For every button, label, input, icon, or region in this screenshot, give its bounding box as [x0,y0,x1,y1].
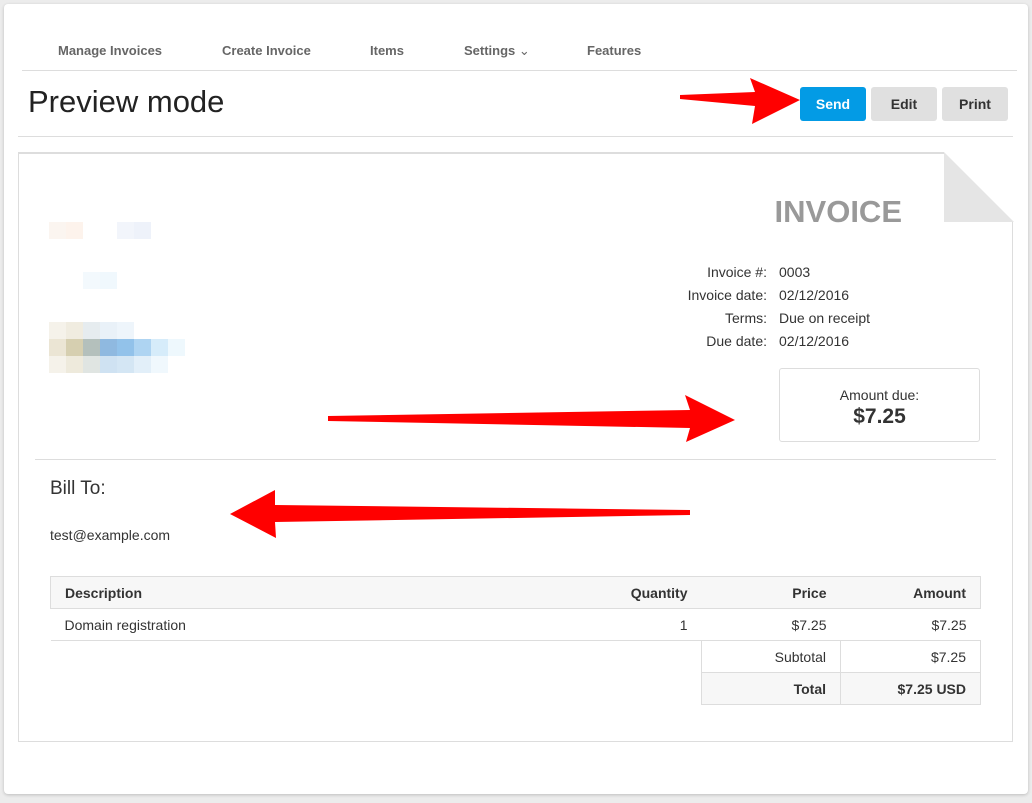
divider [35,459,996,460]
nav-manage-invoices[interactable]: Manage Invoices [58,43,163,58]
invoice-preview: INVOICE Invoice #: 0003 Invoice date: 02/1… [18,152,1014,742]
meta-value: Due on receipt [779,310,871,326]
nav-features[interactable]: Features [587,43,642,58]
amount-due-box: Amount due: $7.25 [779,368,980,442]
bill-to-email: test@example.com [50,527,171,543]
top-nav: Manage Invoices Create Invoice Items Set… [22,4,1017,71]
cell-amount: $7.25 [840,608,981,641]
nav-create-invoice[interactable]: Create Invoice [222,43,311,58]
meta-row: Terms: Due on receipt [619,310,919,333]
nav-settings-label: Settings [464,43,516,58]
total-label: Total [701,672,841,705]
edit-button[interactable]: Edit [871,87,937,121]
invoice-title: INVOICE [774,194,902,229]
page-title: Preview mode [28,84,225,119]
meta-label: Due date: [706,333,767,349]
col-quantity: Quantity [581,576,702,609]
meta-label: Invoice date: [687,287,767,303]
line-items-table: Description Quantity Price Amount Domain… [50,576,981,705]
subtotal-row: Subtotal $7.25 [51,640,981,673]
table-row: Domain registration 1 $7.25 $7.25 [50,608,981,641]
col-price: Price [701,576,841,609]
meta-row: Invoice date: 02/12/2016 [619,287,919,310]
invoice-meta: Invoice #: 0003 Invoice date: 02/12/2016 T… [619,264,919,356]
table-header-row: Description Quantity Price Amount [50,576,981,609]
amount-due-label: Amount due: [839,387,920,403]
nav-settings[interactable]: Settings ⌄ [464,43,530,59]
meta-label: Invoice #: [707,264,767,280]
print-button[interactable]: Print [942,87,1008,121]
amount-due-value: $7.25 [853,405,906,428]
meta-row: Invoice #: 0003 [619,264,919,287]
send-button[interactable]: Send [800,87,866,121]
total-row: Total $7.25 USD [51,672,981,705]
cell-quantity: 1 [581,608,702,641]
total-value: $7.25 USD [840,672,981,705]
cell-price: $7.25 [701,608,841,641]
bill-to-heading: Bill To: [50,478,106,499]
meta-value: 02/12/2016 [779,333,850,349]
col-amount: Amount [840,576,981,609]
meta-value: 0003 [779,264,811,280]
meta-label: Terms: [725,310,767,326]
col-description: Description [50,576,582,609]
page-fold [944,152,1014,222]
subtotal-label: Subtotal [701,640,841,673]
subtotal-value: $7.25 [840,640,981,673]
meta-row: Due date: 02/12/2016 [619,333,919,356]
nav-items[interactable]: Items [370,43,404,58]
cell-description: Domain registration [50,608,582,641]
divider [18,136,1013,137]
chevron-down-icon: ⌄ [518,43,530,58]
meta-value: 02/12/2016 [779,287,850,303]
